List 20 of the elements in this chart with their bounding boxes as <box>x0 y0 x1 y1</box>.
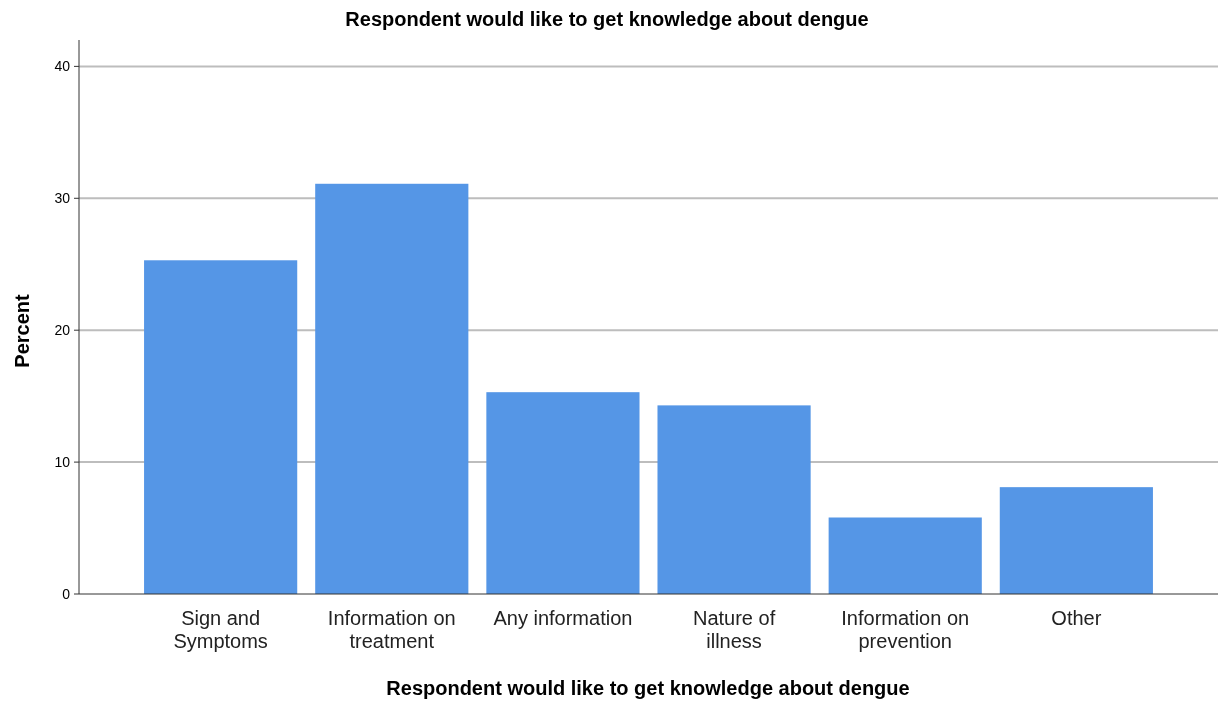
x-axis-title: Respondent would like to get knowledge about dengue <box>386 677 910 699</box>
y-tick-label: 20 <box>54 322 71 339</box>
x-tick-label: Information on treatment <box>327 607 456 652</box>
bar <box>657 405 811 594</box>
x-tick-label: Other <box>1051 607 1102 629</box>
x-tick-label: Information on prevention <box>841 607 970 652</box>
y-tick-label: 10 <box>54 454 71 470</box>
x-tick-label: Any information <box>493 607 633 629</box>
chart-title: Respondent would like to get knowledge about dengue <box>345 8 869 30</box>
y-tick-label: 0 <box>62 585 71 602</box>
bar <box>144 260 298 594</box>
y-axis-title: Percent <box>11 293 33 368</box>
x-tick-label: Sign and Symptoms <box>173 607 268 652</box>
bar <box>999 487 1153 594</box>
y-tick-label: 40 <box>54 58 71 75</box>
bar <box>486 392 640 594</box>
bar <box>828 517 982 594</box>
y-tick-label: 30 <box>54 190 71 207</box>
x-tick-label: Nature of illness <box>692 607 776 652</box>
bar <box>315 183 469 594</box>
